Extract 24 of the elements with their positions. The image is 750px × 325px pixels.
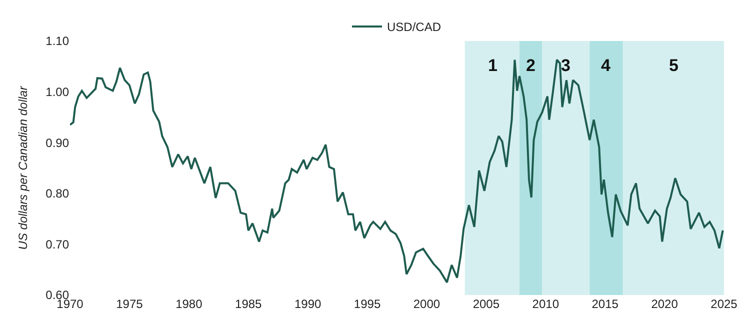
y-axis-title: US dollars per Canadian dollar <box>16 85 30 250</box>
x-tick-label: 1980 <box>176 297 203 311</box>
x-tick-label: 1975 <box>116 297 144 311</box>
x-tick-label: 2005 <box>472 297 500 311</box>
band-label: 5 <box>669 56 678 75</box>
y-tick-label: 0.70 <box>46 237 70 252</box>
y-tick-label: 1.00 <box>46 85 70 99</box>
y-tick-label: 0.90 <box>46 136 70 150</box>
x-tick-label: 2010 <box>532 297 560 311</box>
x-tick-label: 2025 <box>710 297 738 311</box>
x-tick-label: 1985 <box>235 297 262 311</box>
x-tick-label: 2015 <box>592 297 619 311</box>
band-label: 4 <box>601 56 611 75</box>
band-label: 3 <box>561 56 570 75</box>
y-tick-label: 0.80 <box>46 186 70 201</box>
band-label: 1 <box>488 56 498 75</box>
x-tick-label: 2000 <box>413 297 440 311</box>
x-tick-label: 1990 <box>294 297 322 311</box>
line-series <box>70 58 724 284</box>
y-tick-label: 1.10 <box>46 34 70 48</box>
x-tick-label: 2020 <box>651 297 678 311</box>
x-tick-label: 1995 <box>354 297 381 311</box>
legend-label: USD/CAD <box>387 20 442 34</box>
band-label: 2 <box>526 56 536 75</box>
